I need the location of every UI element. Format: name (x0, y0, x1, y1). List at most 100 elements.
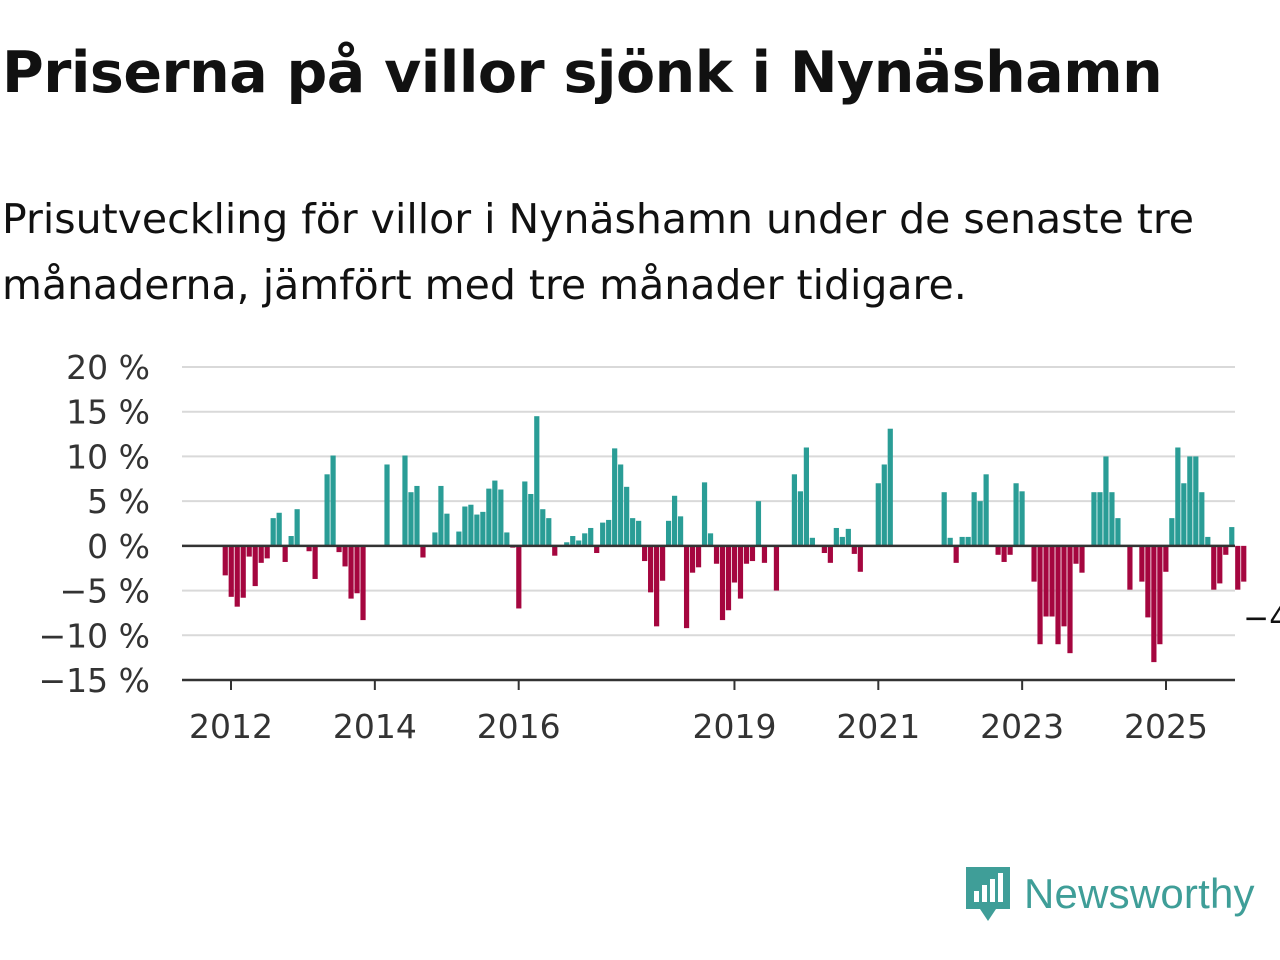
bar (881, 464, 887, 546)
bar (755, 501, 762, 546)
bar (1019, 491, 1025, 546)
bar (719, 545, 726, 621)
bar (648, 545, 654, 593)
bar (1037, 545, 1043, 645)
bar (1175, 447, 1181, 546)
bar (612, 448, 618, 546)
bar (1193, 456, 1199, 546)
bar (1043, 545, 1049, 617)
bar (701, 482, 708, 546)
bar (677, 516, 684, 546)
bar (348, 545, 354, 599)
bar (689, 545, 696, 573)
bar (468, 504, 474, 546)
x-tick-label: 2012 (189, 707, 273, 746)
bar (552, 545, 558, 556)
bar (875, 483, 881, 546)
bar (1217, 545, 1223, 584)
bar (456, 531, 462, 546)
bar (252, 545, 258, 587)
bar (312, 545, 318, 579)
bar (1001, 545, 1007, 562)
bar (276, 512, 282, 546)
bar (582, 533, 588, 546)
bar (540, 509, 546, 546)
brand-name: Newsworthy (1024, 870, 1255, 917)
bar (803, 447, 809, 546)
bar (851, 545, 857, 554)
bar (294, 509, 300, 546)
grid-lines (182, 366, 1235, 681)
bar (588, 527, 594, 546)
chart-subtitle: Prisutveckling för villor i Nynäshamn un… (2, 195, 1195, 309)
bar (264, 545, 270, 559)
bar (797, 491, 803, 546)
bar (1031, 545, 1037, 582)
bar (222, 545, 228, 576)
bar (743, 545, 750, 564)
bar (522, 481, 528, 546)
bar (1187, 456, 1193, 546)
bar (1235, 545, 1241, 590)
bar (306, 545, 312, 552)
bar (1145, 545, 1151, 618)
bar (288, 536, 294, 546)
bar (713, 545, 720, 564)
bar (887, 428, 893, 546)
bar (342, 545, 348, 567)
bar (246, 545, 252, 557)
chart-title: Priserna på villor sjönk i Nynäshamn (2, 40, 1163, 106)
y-tick-label: 5 % (87, 482, 150, 521)
bar (474, 514, 480, 546)
bar (1163, 545, 1169, 572)
bar (564, 542, 570, 546)
bar (1151, 545, 1157, 663)
bar (354, 545, 360, 594)
bar (534, 416, 540, 546)
bar (965, 536, 971, 546)
bar (695, 545, 702, 568)
bar (618, 464, 624, 546)
y-tick-label: −10 % (39, 616, 151, 655)
bar (1103, 456, 1109, 546)
bar (600, 522, 606, 546)
bar (1241, 545, 1247, 582)
bar (402, 455, 408, 546)
bar (761, 545, 768, 563)
bar (630, 518, 636, 546)
bar (660, 545, 666, 581)
y-tick-label: 15 % (66, 393, 150, 432)
bar (725, 545, 732, 611)
bar (324, 474, 330, 546)
bar (827, 545, 833, 563)
bar (971, 492, 977, 546)
bar (492, 480, 498, 546)
x-tick-label: 2023 (980, 707, 1064, 746)
bar (1061, 545, 1067, 627)
bar (857, 545, 863, 572)
bar (486, 488, 492, 546)
bar (438, 485, 444, 546)
bar (336, 545, 342, 553)
bar (546, 518, 552, 546)
bar (654, 545, 660, 627)
y-tick-label: 20 % (66, 348, 150, 387)
bar (1205, 536, 1211, 546)
y-tick-label: 10 % (66, 437, 150, 476)
bar (1049, 545, 1055, 617)
bar (1127, 545, 1133, 590)
bar (1013, 483, 1019, 546)
bar (330, 455, 336, 546)
bar (1229, 527, 1235, 546)
bar (953, 545, 959, 563)
bar (845, 528, 851, 546)
bar (1097, 492, 1103, 546)
bar (228, 545, 234, 597)
bar (947, 537, 953, 546)
bar (384, 464, 390, 546)
bar (833, 527, 839, 546)
bar (606, 519, 612, 546)
last-value-label: −4 % (1243, 600, 1280, 636)
bars (222, 416, 1247, 663)
bar (504, 532, 510, 546)
